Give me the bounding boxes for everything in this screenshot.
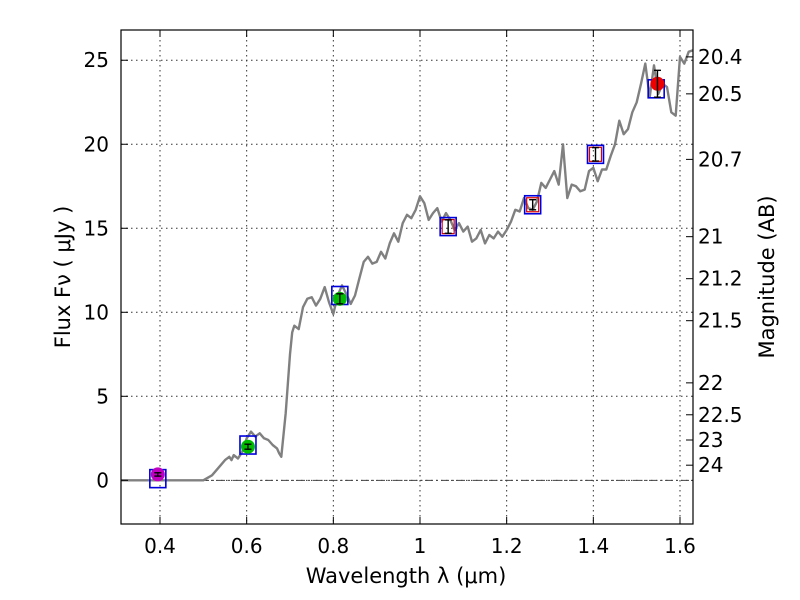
- x-tick-label: 0.4: [144, 534, 176, 558]
- x-tick-label: 1.2: [491, 534, 523, 558]
- model-flux-square: [239, 435, 257, 455]
- y-tick-label: 5: [96, 384, 109, 408]
- y-tick-label: 20: [84, 132, 109, 156]
- right-axis-title: Magnitude (AB): [755, 195, 779, 358]
- right-axis-tick-label: 20.5: [698, 82, 743, 106]
- series-line-sed-model: [121, 49, 694, 482]
- right-axis-tick-label: 20.4: [698, 45, 743, 69]
- x-tick-label: 0.8: [317, 534, 349, 558]
- plot-frame: [120, 29, 694, 525]
- ticks-layer: 0.4 0.6 0.8 1 1.2 1.4 1.6 0 5 10 15 20 25 20.4 20.5 20.…: [84, 30, 743, 558]
- grid-layer: [121, 30, 693, 524]
- x-tick-label: 0.6: [231, 534, 263, 558]
- data-points-layer: [149, 69, 665, 489]
- x-tick-label: 1.4: [577, 534, 609, 558]
- right-axis-tick-label: 24: [698, 453, 723, 477]
- right-axis-tick-label: 21.2: [698, 267, 743, 291]
- y-axis-title: Flux Fν ( μJy ): [51, 206, 75, 349]
- model-flux-square: [439, 216, 457, 237]
- x-tick-label: 1: [414, 534, 427, 558]
- right-axis-tick-label: 21.5: [698, 309, 743, 333]
- x-tick-label: 1.6: [664, 534, 696, 558]
- y-tick-label: 0: [96, 468, 109, 492]
- right-axis-tick-label: 22: [698, 371, 723, 395]
- right-axis-tick-label: 22.5: [698, 403, 743, 427]
- y-tick-label: 15: [84, 216, 109, 240]
- model-flux-square: [586, 144, 605, 165]
- y-tick-label: 10: [84, 300, 109, 324]
- right-axis-tick-label: 21: [698, 225, 723, 249]
- right-axis-tick-label: 23: [698, 428, 723, 452]
- right-axis-tick-label: 20.7: [698, 147, 743, 171]
- y-tick-label: 25: [84, 48, 109, 72]
- model-flux-square: [523, 194, 542, 215]
- x-axis-title: Wavelength λ (μm): [306, 564, 507, 588]
- observed-flux-point: [526, 197, 540, 213]
